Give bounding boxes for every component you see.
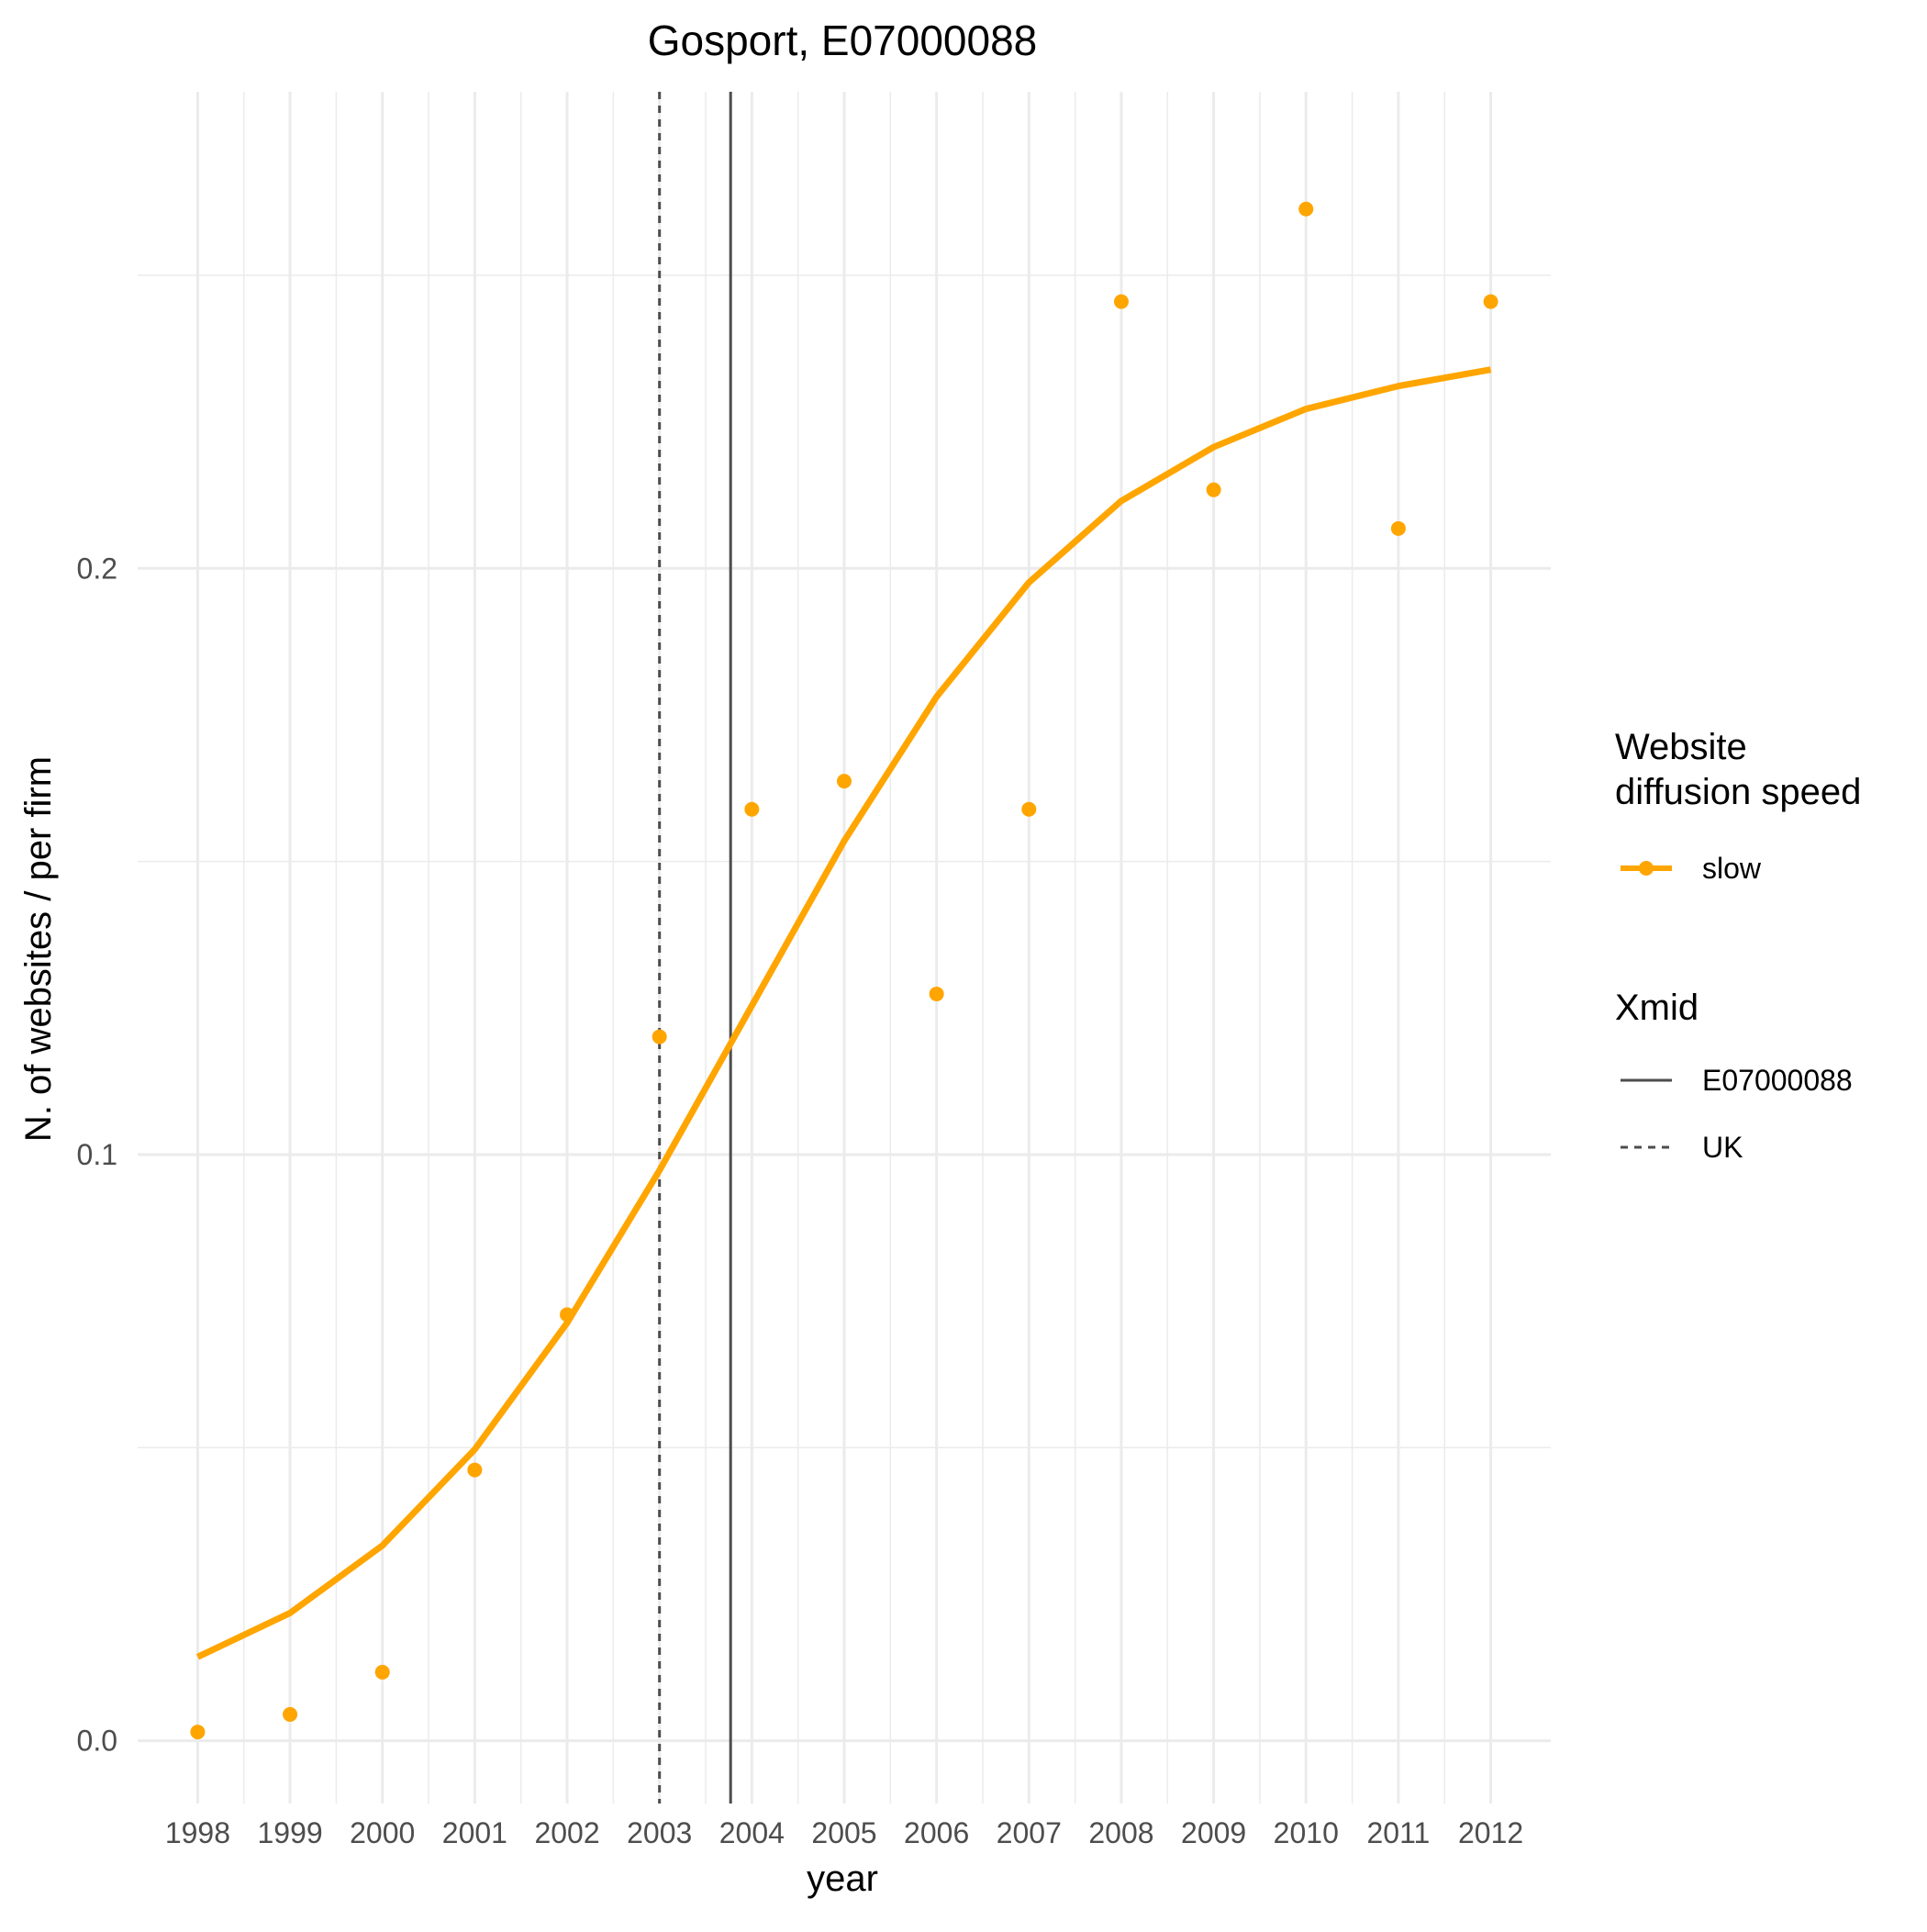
fit-line-slow: [195, 366, 1492, 1660]
data-point: [1021, 801, 1037, 817]
x-tick-label: 2001: [442, 1816, 507, 1849]
data-point: [467, 1462, 483, 1478]
data-point: [837, 774, 852, 789]
data-point: [1483, 294, 1498, 309]
legend-uk-label: UK: [1702, 1131, 1743, 1164]
y-tick-label: 0.1: [77, 1138, 117, 1171]
legend: Website diffusion speed slow Xmid E07000…: [1615, 727, 1861, 1164]
chart-title: Gosport, E07000088: [648, 17, 1038, 64]
data-point: [560, 1307, 575, 1323]
x-tick-label: 2002: [534, 1816, 599, 1849]
y-tick-label: 0.2: [77, 552, 117, 585]
x-tick-label: 1999: [257, 1816, 322, 1849]
x-tick-label: 2011: [1367, 1816, 1431, 1849]
reference-lines: [658, 92, 732, 1804]
data-point: [1298, 201, 1314, 217]
x-tick-label: 1998: [165, 1816, 230, 1849]
x-tick-label: 2006: [904, 1816, 969, 1849]
data-point: [190, 1725, 206, 1740]
x-tick-label: 2004: [719, 1816, 785, 1849]
data-point: [1206, 482, 1221, 497]
x-tick-label: 2007: [997, 1816, 1062, 1849]
legend-speed-title-line1: Website: [1615, 727, 1747, 767]
axes: 1998 1999 2000 2001 2002 2003 2004 2005 2006 2007…: [77, 552, 1524, 1849]
x-tick-label: 2005: [811, 1816, 876, 1849]
x-tick-label: 2008: [1088, 1816, 1153, 1849]
legend-speed-title-line2: diffusion speed: [1615, 772, 1861, 812]
legend-xmid-title: Xmid: [1615, 988, 1699, 1028]
x-tick-label: 2000: [350, 1816, 415, 1849]
data-point: [652, 1029, 667, 1044]
grid: [138, 92, 1551, 1804]
data-point: [1390, 520, 1406, 536]
data-point: [744, 801, 760, 817]
data-point: [929, 986, 944, 1001]
y-axis-label: N. of websites / per firm: [18, 756, 59, 1142]
series-layer: [190, 201, 1498, 1740]
x-tick-label: 2003: [627, 1816, 692, 1849]
legend-slow-point-key: [1639, 861, 1654, 876]
legend-slow-label: slow: [1702, 852, 1762, 885]
data-point: [374, 1664, 390, 1680]
x-tick-label: 2010: [1274, 1816, 1339, 1849]
legend-e07000088-label: E07000088: [1702, 1064, 1853, 1097]
y-tick-label: 0.0: [77, 1725, 117, 1758]
data-point: [283, 1706, 298, 1722]
data-point: [1113, 294, 1129, 309]
x-tick-label: 2012: [1458, 1816, 1523, 1849]
x-tick-label: 2009: [1181, 1816, 1246, 1849]
x-axis-label: year: [807, 1859, 878, 1899]
